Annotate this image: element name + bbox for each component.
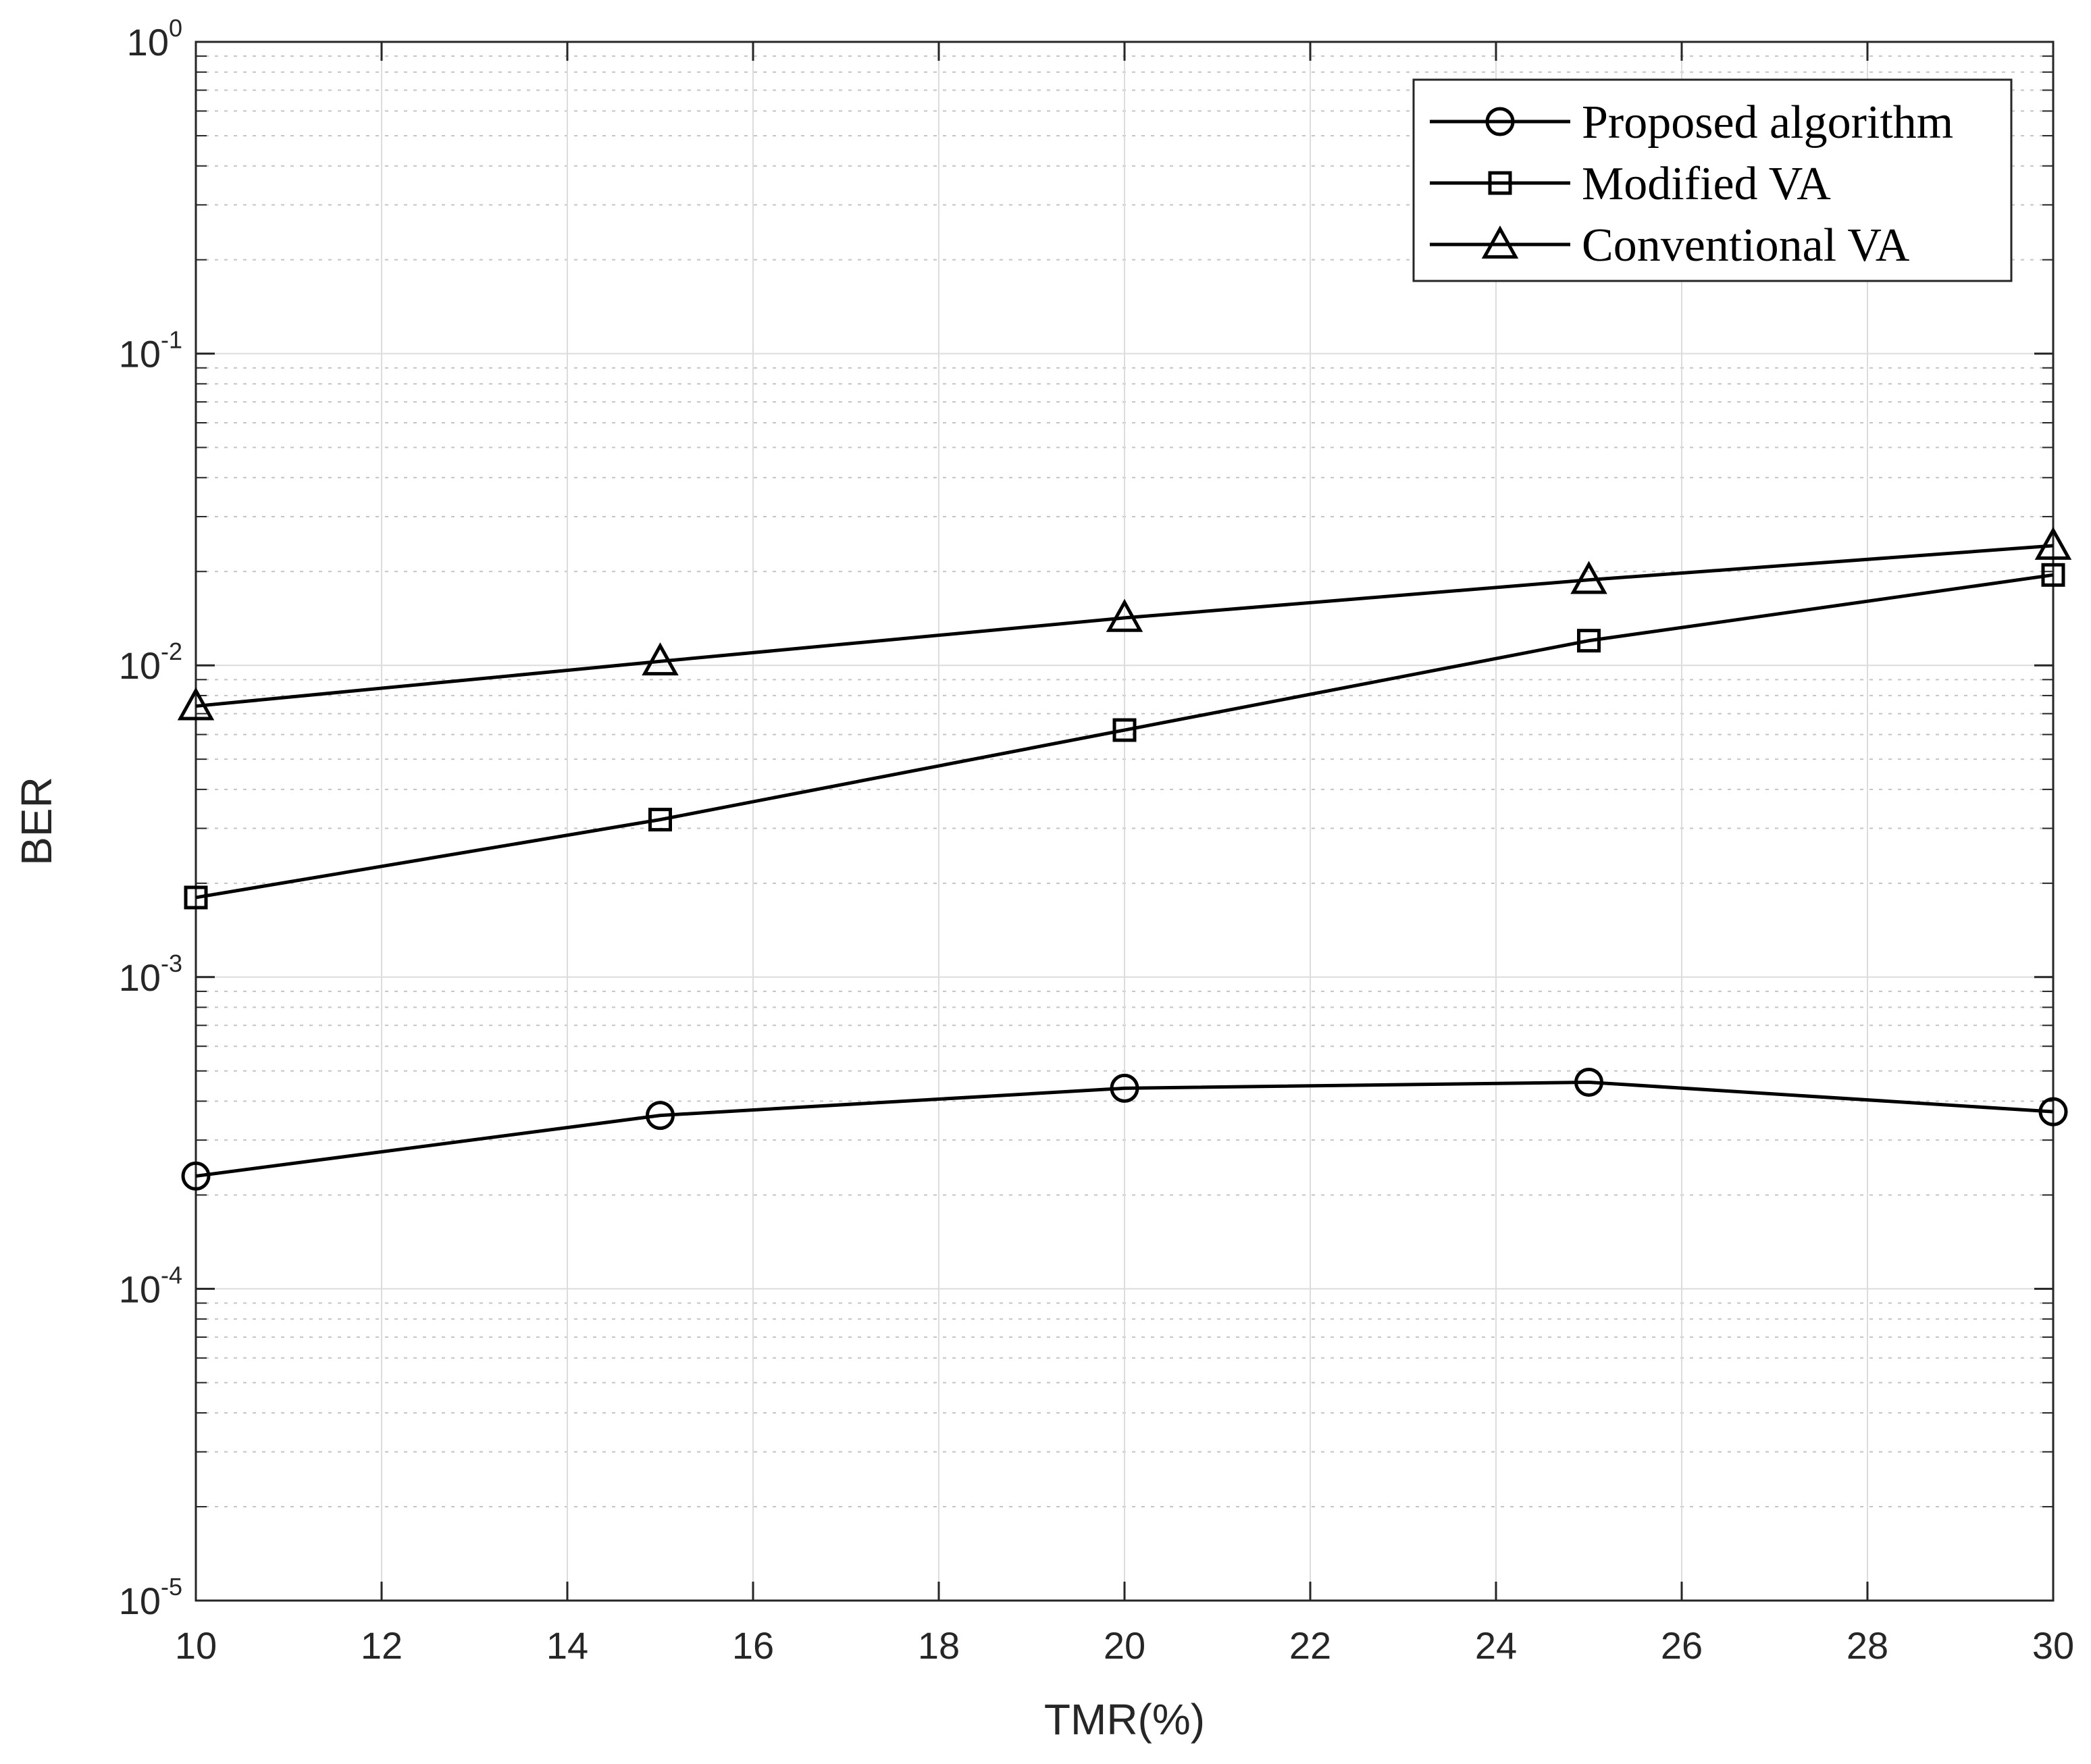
data-point [184, 885, 208, 910]
data-point [2038, 1097, 2068, 1126]
legend-label: Modified VA [1582, 158, 1831, 210]
legend-marker [1481, 225, 1519, 259]
legend-label: Conventional VA [1582, 219, 1910, 271]
x-tick-label: 22 [1289, 1624, 1331, 1667]
data-point [1577, 629, 1601, 653]
legend: Proposed algorithm Modified VA Conventiona… [1412, 78, 2013, 282]
x-tick-label: 26 [1661, 1624, 1703, 1667]
legend-marker [1488, 171, 1512, 195]
data-point [1570, 561, 1607, 594]
y-tick-label: 10-4 [119, 1261, 182, 1310]
x-tick-label: 28 [1847, 1624, 1888, 1667]
x-axis-label: TMR(%) [1044, 1695, 1205, 1744]
data-point [181, 1161, 211, 1191]
data-point [1574, 1067, 1603, 1097]
axis-ticks [195, 41, 2055, 1602]
series-proposed-algorithm [181, 1067, 2068, 1191]
x-tick-label: 24 [1475, 1624, 1517, 1667]
series-line [195, 544, 2054, 708]
series-modified-va [184, 563, 2065, 910]
series-line [195, 573, 2054, 900]
data-point [177, 687, 215, 721]
series-layer [177, 526, 2072, 1191]
y-tick-label: 10-3 [119, 950, 182, 999]
legend-entry: Proposed algorithm [1430, 97, 1953, 149]
data-point [1106, 598, 1143, 632]
x-tick-label: 30 [2032, 1624, 2074, 1667]
data-point [642, 642, 679, 676]
legend-entry: Conventional VA [1430, 219, 1910, 271]
y-tick-label: 10-2 [119, 638, 182, 687]
y-tick-label: 10-5 [119, 1573, 182, 1622]
x-tick-label: 16 [732, 1624, 774, 1667]
y-tick-labels: 10-5 10-4 10-3 10-2 10-1 100 [119, 14, 182, 1622]
data-point [646, 1101, 675, 1131]
legend-entry: Modified VA [1430, 158, 1831, 210]
data-point [2041, 563, 2065, 587]
y-axis-label: BER [12, 777, 61, 866]
y-tick-label: 100 [127, 14, 182, 63]
data-point [648, 808, 672, 832]
y-tick-label: 10-1 [119, 326, 182, 375]
x-tick-label: 10 [175, 1624, 217, 1667]
x-tick-label: 14 [546, 1624, 588, 1667]
legend-label: Proposed algorithm [1582, 97, 1953, 149]
x-tick-label: 12 [361, 1624, 403, 1667]
x-tick-label: 20 [1104, 1624, 1145, 1667]
data-point [1110, 1073, 1139, 1103]
data-point [2034, 526, 2072, 560]
series-conventional-va [177, 526, 2072, 721]
x-tick-label: 18 [918, 1624, 960, 1667]
series-line [195, 1080, 2054, 1178]
data-point [1112, 718, 1137, 742]
x-tick-labels: 10 12 14 16 18 20 22 24 26 28 30 [175, 1624, 2074, 1667]
legend-marker [1485, 107, 1515, 136]
legend-box [1412, 78, 2013, 282]
